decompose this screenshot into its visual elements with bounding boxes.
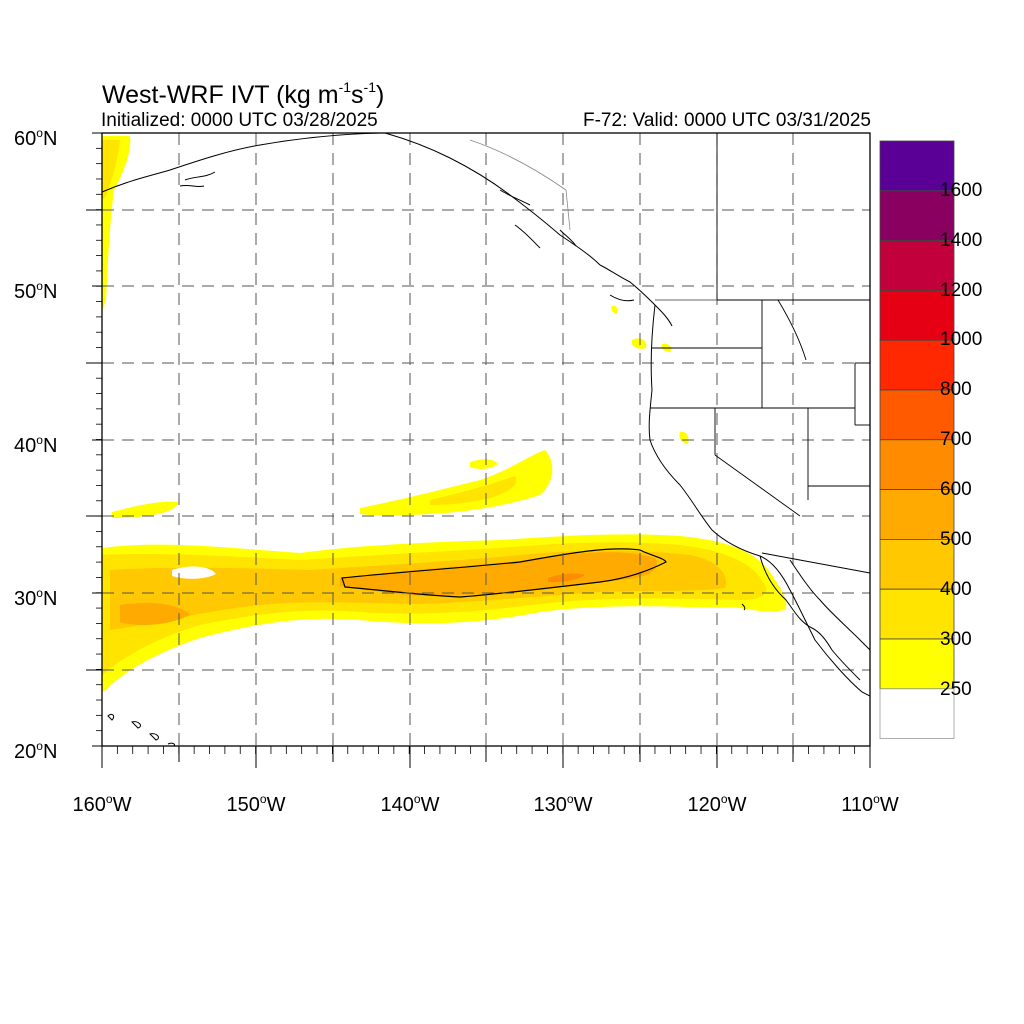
colorbar-box	[879, 240, 955, 291]
us-west-coast	[648, 304, 870, 697]
lon-label-120w: 120oW	[687, 792, 747, 816]
baja-peninsula	[759, 555, 861, 681]
ivt-250-pnw-b	[611, 305, 618, 314]
ivt-contour	[341, 548, 667, 598]
canada-border	[469, 139, 717, 301]
ivt-250-blob-a	[470, 459, 498, 469]
colorbar-label-1200: 1200	[940, 280, 983, 301]
valid-time: F-72: Valid: 0000 UTC 03/31/2025	[583, 110, 871, 131]
ivt-shading	[102, 136, 787, 692]
colorbar-label-1000: 1000	[940, 329, 983, 350]
coastlines	[102, 133, 870, 746]
channel-islands	[741, 603, 746, 611]
lon-label-110w: 110oW	[841, 792, 899, 816]
gulf-california-coast	[789, 559, 870, 651]
colorbar-box	[879, 190, 955, 242]
colorbar-label-1600: 1600	[940, 180, 983, 201]
colorbar-box	[879, 688, 955, 739]
ivt-gap	[172, 566, 216, 579]
colorbar-box	[879, 289, 955, 341]
colorbar-box	[879, 588, 955, 640]
graticule	[102, 133, 870, 746]
colorbar	[879, 140, 955, 739]
colorbar-box	[879, 140, 955, 192]
colorbar-label-250: 250	[940, 679, 972, 700]
lon-label-160w: 160oW	[72, 792, 132, 816]
map-title: West-WRF IVT (kg m-1s-1)	[102, 79, 385, 109]
ivt-600-core	[548, 573, 585, 583]
alaska-islands	[107, 171, 216, 746]
colorbar-label-400: 400	[940, 579, 972, 600]
ivt-500-patch	[120, 602, 190, 626]
lat-label-60: 60oN	[14, 126, 58, 150]
colorbar-label-800: 800	[940, 379, 972, 400]
lat-label-40: 40oN	[14, 433, 58, 457]
colorbar-box	[879, 539, 955, 590]
colorbar-box	[879, 439, 955, 490]
colorbar-label-300: 300	[940, 629, 972, 650]
axis-ticks	[86, 132, 871, 768]
colorbar-box	[879, 339, 955, 391]
lon-label-150w: 150oW	[226, 792, 286, 816]
ivt-300-filament	[430, 476, 517, 505]
colorbar-box	[879, 638, 955, 690]
colorbar-label-700: 700	[940, 429, 972, 450]
ivt-250-blob-b	[112, 501, 178, 518]
colorbar-label-1400: 1400	[940, 230, 983, 251]
ivt-250-nv-patch	[679, 431, 689, 444]
ivt-300-nw-strip	[102, 140, 120, 200]
colorbar-box	[879, 489, 955, 540]
initialized-time: Initialized: 0000 UTC 03/28/2025	[101, 110, 378, 131]
lat-label-30: 30oN	[14, 586, 58, 610]
colorbar-box	[879, 389, 955, 441]
lat-label-50: 50oN	[14, 279, 58, 303]
alaska-coast	[102, 133, 601, 266]
state-borders	[650, 133, 871, 574]
lon-label-140w: 140oW	[380, 792, 440, 816]
ivt-250-filament	[360, 450, 553, 516]
ivt-250-pnw-a	[632, 338, 647, 349]
se-alaska-islands	[499, 189, 635, 302]
colorbar-label-600: 600	[940, 479, 972, 500]
lat-label-20: 20oN	[14, 739, 58, 763]
lon-label-130w: 130oW	[533, 792, 593, 816]
colorbar-label-500: 500	[940, 529, 972, 550]
minor-ticks	[96, 132, 871, 754]
bc-coast	[599, 264, 673, 327]
